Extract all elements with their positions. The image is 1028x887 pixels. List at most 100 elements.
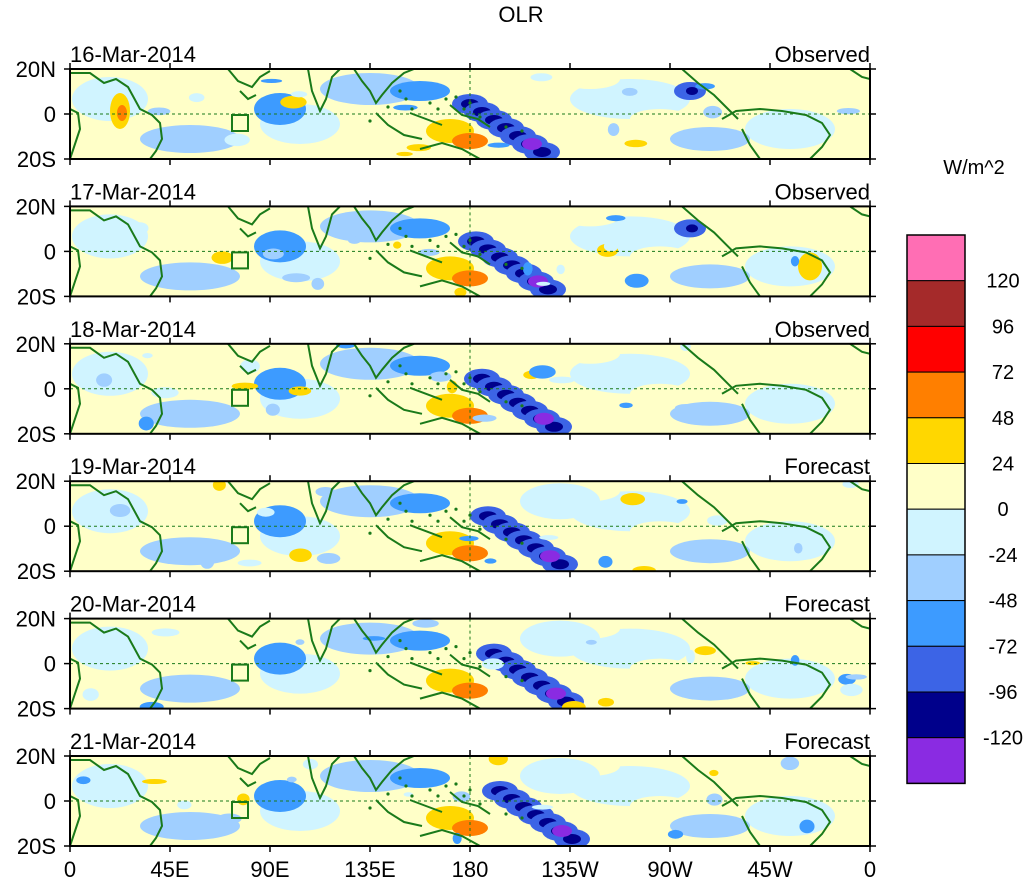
olr-anomaly-patch [620,492,646,506]
colorbar-bin [906,645,966,693]
region-box [231,801,249,819]
olr-anomaly-contour [390,630,450,651]
olr-anomaly-patch [609,790,618,796]
olr-anomaly-patch [280,95,307,109]
panel-date: 21-Mar-2014 [70,729,196,754]
olr-anomaly-contour [745,109,835,149]
y-tick-label: 20N [16,469,56,494]
map-panel: 20N 0 20S 16-Mar-2014 Observed [16,42,876,172]
coastline [227,618,271,638]
olr-anomaly-patch [840,683,863,697]
olr-anomaly-contour [560,206,620,227]
olr-anomaly-patch [290,91,308,98]
olr-anomaly-contour [540,550,560,563]
coastline [849,481,870,493]
island [520,266,524,270]
olr-anomaly-patch [709,769,719,777]
olr-anomaly-patch [780,756,800,771]
coastline [375,249,423,278]
olr-anomaly-patch [260,78,283,83]
coastline [307,481,341,526]
y-tick-label: 0 [44,239,56,264]
olr-anomaly-patch [487,142,510,148]
island [504,812,508,816]
olr-anomaly-contour [745,383,835,424]
coastline [70,108,82,159]
olr-anomaly-patch [624,273,649,288]
coastline [353,69,415,105]
panel-date: 19-Mar-2014 [70,454,196,479]
coastline [741,678,761,709]
olr-anomaly-patch [536,281,551,286]
coastline [409,661,443,676]
island [504,262,508,266]
island [468,651,472,655]
coastline [721,794,832,846]
olr-anomaly-patch [131,222,149,235]
island [428,376,432,380]
island [504,125,508,129]
olr-anomaly-patch [96,373,113,387]
olr-anomaly-contour [551,559,569,570]
olr-anomaly-patch [347,236,361,244]
coastline [721,245,832,297]
olr-anomaly-patch [700,687,714,694]
coastline [227,756,271,776]
olr-anomaly-contour [560,343,620,364]
island [410,244,414,248]
olr-anomaly-patch [224,133,250,147]
island [444,784,448,788]
olr-anomaly-contour [630,796,690,816]
y-tick-label: 20S [17,284,56,309]
olr-anomaly-contour [390,493,450,514]
olr-anomaly-patch [845,674,867,680]
olr-anomaly-contour [630,109,690,129]
olr-anomaly-contour [630,246,690,267]
olr-anomaly-contour [140,262,240,291]
coastline [849,206,870,218]
olr-anomaly-patch [262,248,284,260]
island [478,390,482,394]
island [454,782,458,786]
colorbar-frame [906,234,966,785]
y-tick-label: 0 [44,102,56,127]
x-tick-label: 45W [747,857,792,882]
island [468,513,472,517]
olr-anomaly-contour [686,87,698,95]
map-panel: 20N 0 20S 20-Mar-2014 Forecast [16,592,876,722]
coastline [681,69,739,120]
coastline [307,69,341,114]
island [436,244,440,248]
island [404,647,408,651]
olr-anomaly-patch [484,558,497,564]
x-tick-label: 135W [541,857,599,882]
island [454,370,458,374]
olr-anomaly-patch [621,87,638,96]
colorbar-label: 0 [997,499,1008,521]
map-panel: 20N 0 20S 17-Mar-2014 Observed [16,179,876,309]
coastline [70,657,82,709]
olr-anomaly-contour [630,658,690,679]
colorbar-bin [906,508,966,556]
coastline [353,618,415,655]
y-tick-label: 0 [44,789,56,814]
olr-anomaly-patch [619,402,633,408]
island [504,537,508,541]
olr-anomaly-patch [142,778,167,785]
olr-anomaly-patch [561,701,586,709]
coastline [353,206,415,243]
olr-anomaly-patch [585,639,597,645]
olr-anomaly-patch [412,619,439,628]
olr-anomaly-patch [265,403,280,416]
island [368,394,372,398]
olr-anomaly-contour [522,138,542,150]
olr-anomaly-patch [707,515,728,526]
island [462,107,466,111]
x-tick-label: 180 [452,857,489,882]
coastline [419,691,481,709]
coastline [70,346,164,434]
olr-anomaly-patch [200,555,215,569]
olr-anomaly-patch [282,273,311,283]
map-panel: 20N 0 20S 21-Mar-2014 Forecast [16,729,876,859]
coastline [70,382,82,434]
